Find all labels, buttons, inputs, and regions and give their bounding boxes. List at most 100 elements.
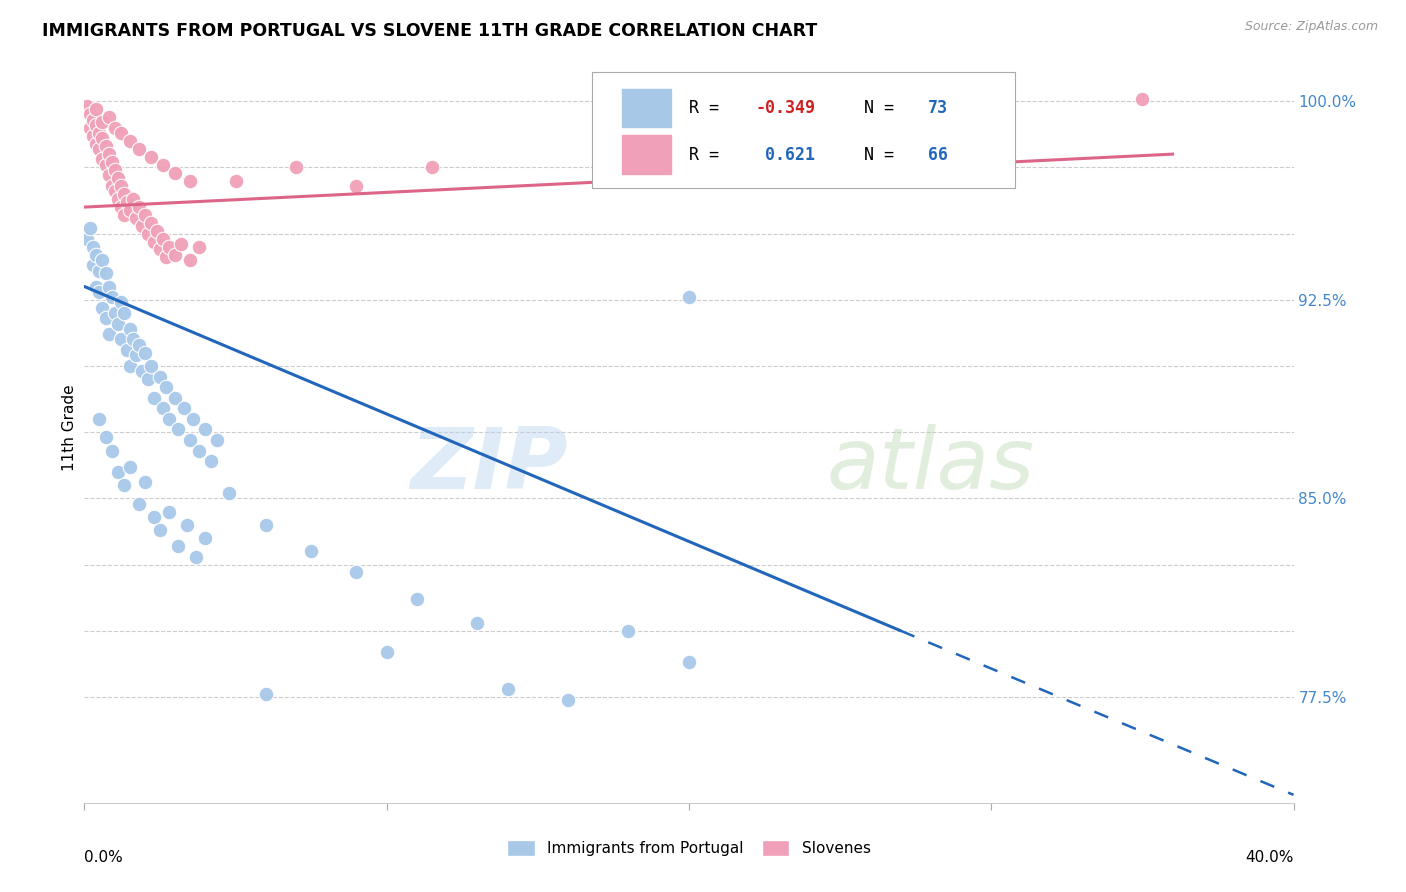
- Point: [86, 118, 108, 132]
- Point: [97, 279, 120, 293]
- Text: IMMIGRANTS FROM PORTUGAL VS SLOVENE 11TH GRADE CORRELATION CHART: IMMIGRANTS FROM PORTUGAL VS SLOVENE 11TH…: [42, 22, 817, 40]
- Point: [165, 166, 187, 180]
- Text: 0.0%: 0.0%: [84, 850, 124, 865]
- Point: [125, 348, 148, 362]
- Text: N =: N =: [865, 99, 904, 117]
- Point: [86, 102, 108, 116]
- Text: ZIP: ZIP: [411, 424, 568, 508]
- Point: [91, 115, 114, 129]
- Point: [188, 443, 211, 458]
- Point: [110, 333, 132, 347]
- Point: [254, 517, 277, 532]
- Point: [142, 391, 165, 405]
- Point: [104, 184, 127, 198]
- Point: [139, 359, 162, 373]
- Point: [285, 161, 308, 175]
- Point: [97, 147, 120, 161]
- Point: [110, 200, 132, 214]
- Point: [173, 401, 195, 416]
- Text: Source: ZipAtlas.com: Source: ZipAtlas.com: [1244, 20, 1378, 33]
- Text: 0.621: 0.621: [755, 145, 815, 163]
- Point: [100, 443, 122, 458]
- Point: [118, 322, 141, 336]
- Point: [157, 504, 180, 518]
- Text: 73: 73: [928, 99, 949, 117]
- Point: [110, 295, 132, 310]
- Point: [134, 345, 156, 359]
- Text: R =: R =: [689, 145, 728, 163]
- Y-axis label: 11th Grade: 11th Grade: [62, 384, 77, 472]
- Point: [82, 112, 104, 127]
- Point: [1130, 91, 1153, 105]
- Point: [112, 208, 135, 222]
- Point: [149, 243, 172, 257]
- Point: [678, 290, 700, 304]
- Legend: Immigrants from Portugal, Slovenes: Immigrants from Portugal, Slovenes: [501, 834, 877, 863]
- Point: [299, 544, 322, 558]
- Point: [165, 248, 187, 262]
- Point: [131, 364, 153, 378]
- Point: [121, 333, 143, 347]
- Point: [125, 211, 148, 225]
- Point: [131, 219, 153, 233]
- Point: [89, 142, 111, 156]
- Point: [118, 359, 141, 373]
- Point: [149, 369, 172, 384]
- Point: [76, 232, 98, 246]
- Point: [179, 253, 201, 268]
- Point: [406, 591, 429, 606]
- Point: [104, 120, 127, 135]
- Point: [346, 566, 368, 580]
- Point: [149, 523, 172, 537]
- Point: [181, 412, 204, 426]
- Point: [225, 173, 247, 187]
- Point: [100, 155, 122, 169]
- Point: [110, 178, 132, 193]
- Point: [79, 120, 101, 135]
- Point: [89, 412, 111, 426]
- Point: [179, 173, 201, 187]
- Text: 66: 66: [928, 145, 949, 163]
- Point: [617, 624, 640, 638]
- Point: [142, 235, 165, 249]
- Text: N =: N =: [865, 145, 904, 163]
- Point: [104, 306, 127, 320]
- Point: [157, 240, 180, 254]
- Text: R =: R =: [689, 99, 728, 117]
- Point: [152, 232, 174, 246]
- Point: [94, 158, 117, 172]
- Point: [82, 240, 104, 254]
- Bar: [623, 89, 671, 128]
- Point: [678, 656, 700, 670]
- Point: [254, 687, 277, 701]
- Point: [107, 465, 129, 479]
- Point: [128, 200, 150, 214]
- FancyBboxPatch shape: [592, 72, 1015, 188]
- Point: [617, 173, 640, 187]
- Point: [142, 509, 165, 524]
- Bar: [623, 136, 671, 174]
- Point: [170, 237, 193, 252]
- Point: [194, 422, 217, 436]
- Point: [375, 645, 398, 659]
- Point: [118, 134, 141, 148]
- Point: [82, 128, 104, 143]
- Point: [110, 126, 132, 140]
- Point: [146, 224, 169, 238]
- Point: [86, 279, 108, 293]
- Point: [89, 263, 111, 277]
- Point: [97, 169, 120, 183]
- Point: [89, 285, 111, 299]
- Point: [91, 153, 114, 167]
- Text: 40.0%: 40.0%: [1246, 850, 1294, 865]
- Text: -0.349: -0.349: [755, 99, 815, 117]
- Point: [152, 158, 174, 172]
- Point: [94, 311, 117, 326]
- Point: [167, 539, 190, 553]
- Point: [136, 372, 159, 386]
- Point: [107, 192, 129, 206]
- Point: [467, 615, 489, 630]
- Point: [346, 178, 368, 193]
- Point: [115, 194, 138, 209]
- Point: [179, 433, 201, 447]
